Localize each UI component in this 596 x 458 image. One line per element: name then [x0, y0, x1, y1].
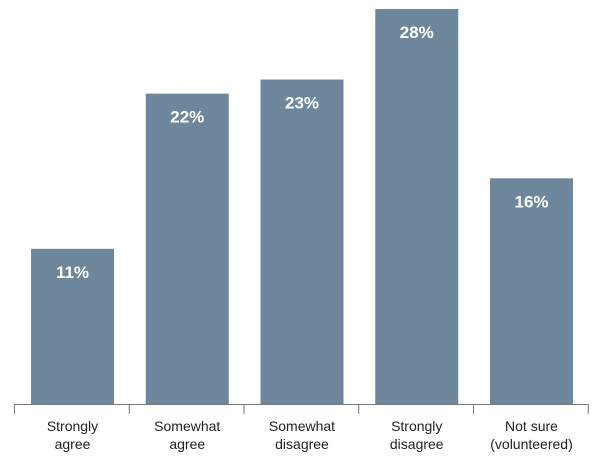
category-label-4-line-0: Not sure: [505, 418, 558, 434]
category-label-1-line-1: agree: [169, 436, 205, 452]
x-axis: [14, 404, 589, 414]
bar-value-label-1: 22%: [170, 108, 204, 127]
bar-0: [31, 248, 114, 404]
category-label-3-line-1: disagree: [390, 436, 444, 452]
bar-2: [260, 79, 344, 405]
category-label-2: Somewhat disagree: [269, 418, 335, 452]
category-label-0-line-0: Strongly: [47, 418, 98, 434]
category-label-0: Strongly agree: [47, 418, 98, 452]
bars-group: [31, 9, 573, 405]
bar-value-label-4: 16%: [514, 192, 548, 211]
value-labels-group: 11% 22% 23% 28% 16%: [56, 23, 549, 282]
category-label-3: Strongly disagree: [390, 418, 444, 452]
bar-value-label-3: 28%: [400, 23, 434, 42]
category-label-0-line-1: agree: [55, 436, 91, 452]
bar-value-label-0: 11%: [56, 263, 89, 282]
category-label-2-line-0: Somewhat: [269, 418, 335, 434]
bar-4: [490, 178, 573, 404]
category-label-1-line-0: Somewhat: [154, 418, 220, 434]
category-label-1: Somewhat agree: [154, 418, 220, 452]
category-labels-group: Strongly agree Somewhat agree Somewhat disagr…: [47, 418, 573, 452]
bar-3: [375, 9, 459, 404]
category-label-3-line-0: Strongly: [391, 418, 442, 434]
bar-value-label-2: 23%: [285, 94, 319, 113]
category-label-4: Not sure (volunteered): [490, 418, 573, 452]
category-label-2-line-1: disagree: [275, 436, 329, 452]
bar-1: [145, 93, 229, 405]
category-label-4-line-1: (volunteered): [490, 436, 573, 452]
